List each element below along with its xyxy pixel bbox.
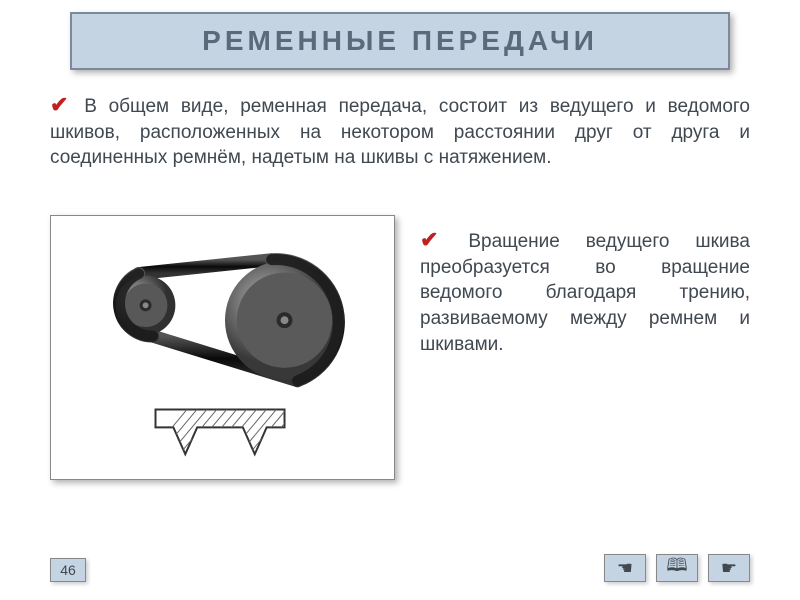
book-icon: 🕮 [666,553,687,583]
paragraph-2-text: Вращение ведущего шкива преобразуется во… [420,231,750,355]
belt-drive-svg [51,216,394,479]
paragraph-1: ✔ В общем виде, ременная передача, состо… [50,90,750,171]
nav-next-button[interactable]: ☛ [708,554,750,582]
check-icon: ✔ [50,90,68,120]
page-title: РЕМЕННЫЕ ПЕРЕДАЧИ [202,25,598,57]
paragraph-1-text: В общем виде, ременная передача, состоит… [50,96,750,168]
hand-right-icon: ☛ [721,558,737,579]
nav-buttons: ☚ 🕮 ☛ [604,554,750,582]
title-bar: РЕМЕННЫЕ ПЕРЕДАЧИ [70,12,730,70]
nav-prev-button[interactable]: ☚ [604,554,646,582]
page-number-text: 46 [60,562,76,578]
paragraph-2: ✔ Вращение ведущего шкива преобразуется … [420,225,750,357]
nav-home-button[interactable]: 🕮 [656,554,698,582]
check-icon: ✔ [420,225,438,255]
hand-left-icon: ☚ [617,558,633,579]
page-number: 46 [50,558,86,582]
belt-drive-diagram [50,215,395,480]
